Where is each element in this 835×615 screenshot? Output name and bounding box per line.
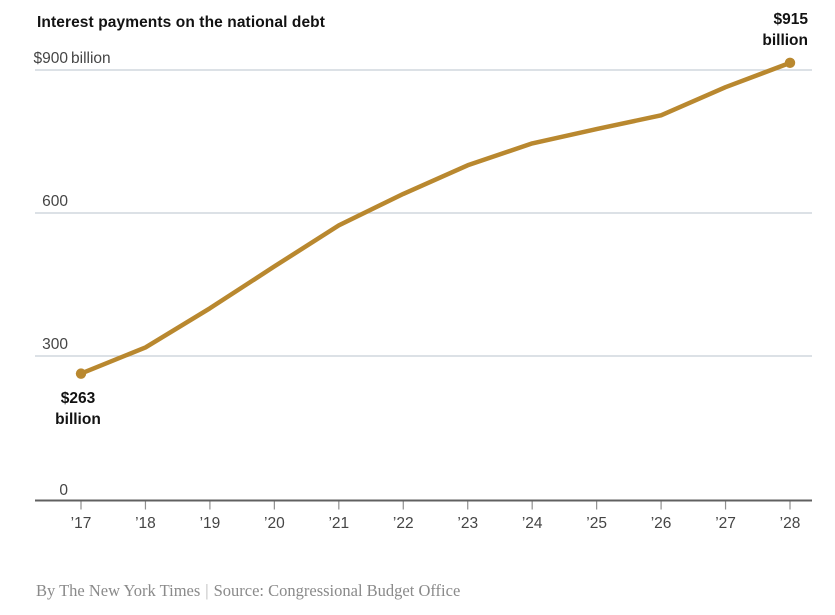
x-tick-label-2025: ’25 — [586, 515, 607, 532]
annotation-end-value: $915 billion — [762, 9, 808, 51]
data-line-series — [78, 60, 793, 376]
y-tick-label: 600 — [42, 193, 68, 210]
annotation-start-unit: billion — [55, 411, 101, 428]
x-tick-label-2027: ’27 — [715, 515, 736, 532]
x-tick-label-2024: ’24 — [522, 515, 543, 532]
source-credit: Source: Congressional Budget Office — [213, 581, 461, 600]
x-tick-label-2023: ’23 — [457, 515, 478, 532]
y-tick-label: $900 — [34, 50, 69, 67]
x-tick-label-2028: ’28 — [780, 515, 801, 532]
annotation-end-amount: $915 — [773, 11, 808, 28]
y-tick-label: 0 — [59, 482, 68, 499]
footer-separator: | — [205, 581, 209, 600]
x-tick-label-2020: ’20 — [264, 515, 285, 532]
x-tick-label-2021: ’21 — [328, 515, 349, 532]
annotation-end-unit: billion — [762, 32, 808, 49]
x-tick-label-2018: ’18 — [135, 515, 156, 532]
end-point-marker — [784, 57, 796, 69]
start-point-marker — [75, 368, 87, 379]
x-tick-label-2019: ’19 — [200, 515, 221, 532]
x-tick-label-2022: ’22 — [393, 515, 414, 532]
annotation-start-amount: $263 — [60, 390, 96, 407]
chart-title: Interest payments on the national debt — [37, 14, 326, 31]
x-tick-label-2026: ’26 — [651, 515, 672, 532]
byline: By The New York Times — [36, 581, 201, 600]
y-tick-unit-label: billion — [71, 50, 111, 67]
x-tick-label-2017: ’17 — [71, 515, 92, 532]
y-tick-label: 300 — [42, 336, 68, 353]
annotation-start-value: $263 billion — [26, 388, 130, 430]
chart-footer: By The New York Times | Source: Congressio… — [36, 581, 460, 601]
